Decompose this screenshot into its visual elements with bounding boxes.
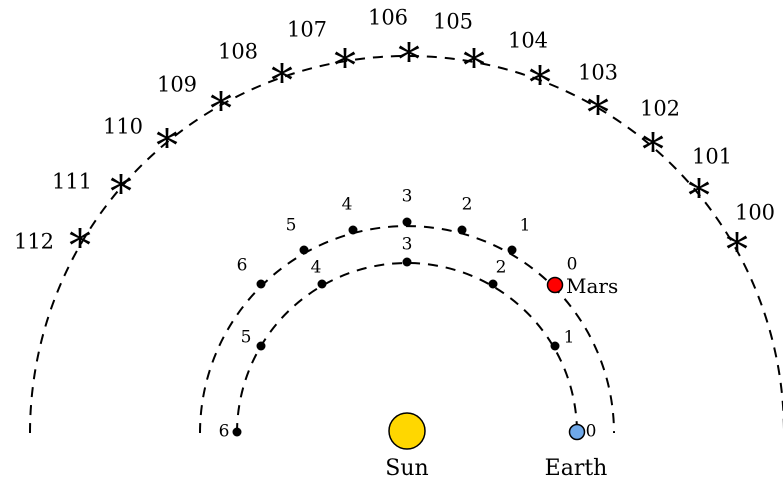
mars-orbit-arc — [199, 225, 615, 434]
star-icon: * — [587, 88, 609, 139]
star-icon: * — [529, 58, 551, 109]
star-icon: * — [334, 41, 356, 92]
star-icon: * — [642, 125, 664, 176]
star-sphere-arc — [29, 55, 783, 434]
star-icon: * — [726, 225, 748, 276]
earth-position-label: 2 — [496, 258, 507, 278]
earth-position-dot — [550, 341, 560, 351]
earth-position-dot — [402, 257, 412, 267]
star-icon: * — [398, 35, 420, 86]
mars-position-label: 0 — [567, 255, 578, 275]
earth-position-label: 0 — [586, 422, 597, 442]
mars-position-label: 3 — [402, 187, 413, 207]
earth-position-dot — [488, 279, 498, 289]
mars-position-label: 1 — [520, 216, 531, 236]
earth-position-label: 6 — [219, 422, 230, 442]
star-icon: * — [271, 56, 293, 107]
mars-positions: 0 1 2 3 4 5 6 — [237, 187, 578, 294]
earth-positions: 0 1 2 3 4 5 6 — [219, 235, 597, 442]
earth-position-label: 1 — [564, 328, 575, 348]
earth-icon — [568, 423, 586, 441]
earth-position-label: 4 — [311, 258, 322, 278]
mars-position-label: 5 — [286, 216, 297, 236]
star-label: 112 — [14, 230, 54, 254]
star-label: 110 — [103, 115, 143, 139]
sun-icon — [388, 412, 426, 450]
star-label: 108 — [218, 40, 258, 64]
star-icon: * — [156, 121, 178, 172]
star-markers: *100*101*102*103*104*105*106*107*108*109… — [14, 6, 775, 277]
star-icon: * — [463, 41, 485, 92]
mars-position-label: 6 — [237, 256, 248, 276]
star-label: 106 — [368, 6, 408, 30]
mars-position-dot — [457, 225, 467, 235]
star-icon: * — [110, 167, 132, 218]
star-icon: * — [688, 171, 710, 222]
star-label: 104 — [508, 29, 548, 53]
mars-position-dot — [256, 279, 266, 289]
star-label: 111 — [52, 170, 92, 194]
star-icon: * — [210, 84, 232, 135]
earth-orbit-arc — [236, 262, 578, 434]
star-icon: * — [69, 221, 91, 272]
star-label: 101 — [692, 145, 732, 169]
earth-position-dot — [317, 279, 327, 289]
star-label: 105 — [433, 10, 473, 34]
star-label: 107 — [287, 18, 327, 42]
earth-position-dot — [256, 341, 266, 351]
star-label: 100 — [735, 201, 775, 225]
star-label: 102 — [640, 97, 680, 121]
star-label: 103 — [578, 61, 618, 85]
mars-position-dot — [348, 225, 358, 235]
mars-label: Mars — [566, 274, 618, 298]
sun-label: Sun — [385, 456, 428, 481]
earth-position-dot — [232, 427, 242, 437]
mars-position-dot — [402, 217, 412, 227]
mars-position-dot — [507, 245, 517, 255]
mars-position-dot — [299, 245, 309, 255]
earth-position-label: 5 — [241, 328, 252, 348]
star-label: 109 — [157, 73, 197, 97]
mars-icon — [546, 276, 564, 294]
earth-label: Earth — [545, 456, 608, 481]
earth-position-label: 3 — [402, 235, 413, 255]
mars-position-label: 2 — [462, 195, 473, 215]
mars-position-label: 4 — [342, 195, 353, 215]
